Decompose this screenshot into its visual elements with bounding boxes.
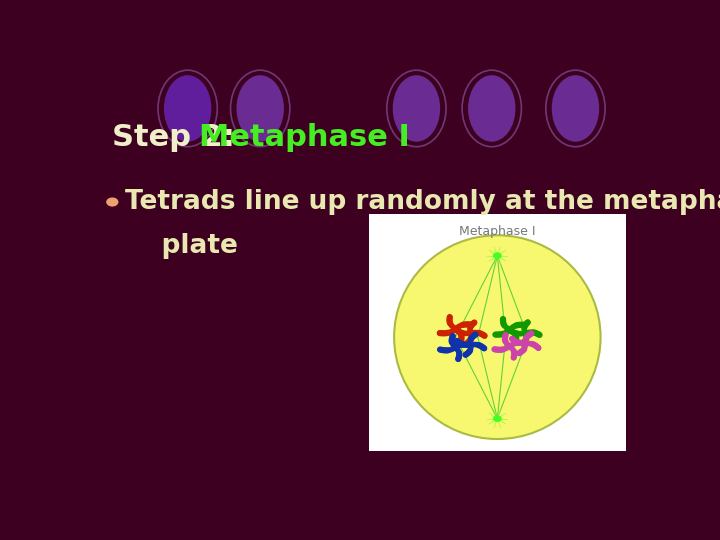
Text: Step 2:: Step 2: (112, 123, 246, 152)
Ellipse shape (164, 75, 212, 141)
Text: Metaphase I: Metaphase I (459, 225, 536, 238)
Text: Metaphase I: Metaphase I (199, 123, 410, 152)
Circle shape (493, 415, 502, 422)
Ellipse shape (392, 75, 440, 141)
Text: plate: plate (125, 233, 238, 259)
Circle shape (106, 198, 119, 207)
Ellipse shape (394, 235, 600, 439)
Circle shape (493, 252, 502, 259)
Ellipse shape (468, 75, 516, 141)
Text: Tetrads line up randomly at the metaphase: Tetrads line up randomly at the metaphas… (125, 189, 720, 215)
Ellipse shape (236, 75, 284, 141)
Bar (369, 214, 626, 451)
Ellipse shape (552, 75, 599, 141)
